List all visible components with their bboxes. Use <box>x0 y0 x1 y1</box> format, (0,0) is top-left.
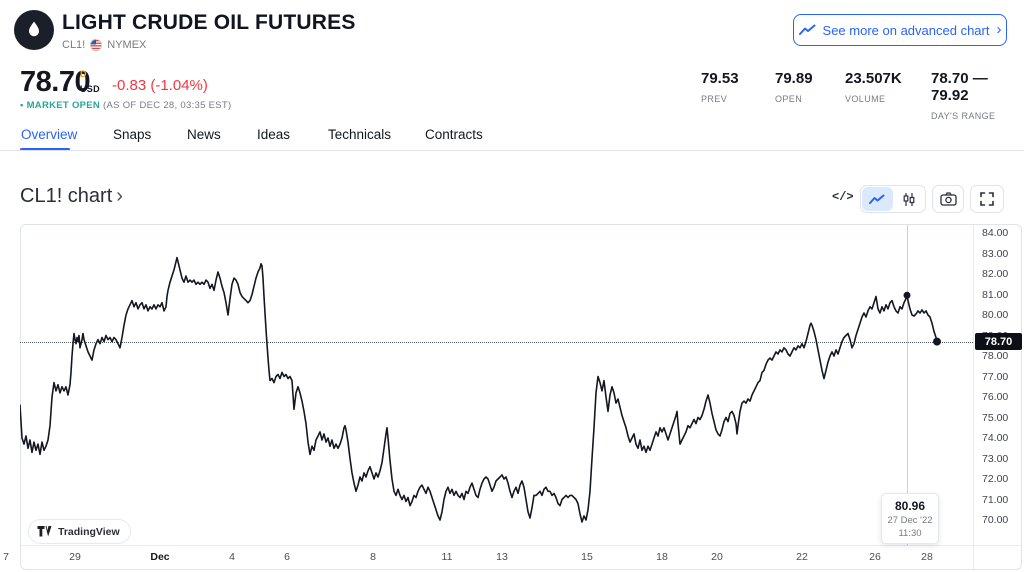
camera-icon <box>939 192 957 206</box>
time-axis-label: 4 <box>229 551 235 563</box>
price-axis-label: 77.00 <box>982 371 1009 383</box>
price-axis-label: 75.00 <box>982 412 1009 424</box>
tab-snaps[interactable]: Snaps <box>113 127 152 142</box>
stat-value: 79.53 <box>701 70 739 87</box>
chart-section-title: CL1! chart <box>20 185 113 207</box>
price-axis-label: 82.00 <box>982 268 1009 280</box>
stat-value: 78.70 — 79.92 <box>931 70 988 104</box>
us-flag-icon <box>90 39 103 51</box>
stat-volume: 23.507K VOLUME <box>845 70 902 104</box>
time-axis-label: 28 <box>921 551 933 563</box>
price-axis-label: 76.00 <box>982 391 1009 403</box>
time-axis-label: 20 <box>711 551 723 563</box>
time-axis-label: 26 <box>869 551 881 563</box>
line-chart-icon <box>798 24 816 35</box>
advanced-chart-label: See more on advanced chart <box>822 22 990 38</box>
oil-drop-logo <box>14 10 54 50</box>
oil-drop-icon <box>29 21 39 37</box>
snapshot-button[interactable] <box>932 185 964 213</box>
tab-overview[interactable]: Overview <box>21 127 78 142</box>
last-price: 78.70 <box>20 66 91 98</box>
price-axis-label: 80.00 <box>982 309 1009 321</box>
market-open-dot: • <box>20 100 24 111</box>
fullscreen-button[interactable] <box>970 185 1004 213</box>
time-axis-label: 6 <box>284 551 290 563</box>
fullscreen-icon <box>980 192 994 206</box>
stat-value: 79.89 <box>775 70 813 87</box>
tooltip-date: 27 Dec '22 <box>887 515 933 526</box>
price-axis-label: 72.00 <box>982 473 1009 485</box>
chevron-right-icon: › <box>116 185 123 207</box>
time-axis-label: 11 <box>441 551 453 563</box>
price-axis-label: 73.00 <box>982 453 1009 465</box>
time-axis-label: 13 <box>496 551 508 563</box>
stat-prev: 79.53 PREV <box>701 70 739 104</box>
line-chart-toggle[interactable] <box>862 187 893 211</box>
crosshair-tooltip: 80.96 27 Dec '22 11:30 <box>881 493 939 544</box>
tradingview-logo-icon <box>37 526 52 537</box>
symbol-code: CL1! <box>62 39 86 51</box>
line-chart-icon <box>869 194 885 204</box>
crosshair-line <box>907 225 908 545</box>
advanced-chart-button[interactable]: See more on advanced chart › <box>793 14 1007 46</box>
time-axis-label: 18 <box>656 551 668 563</box>
price-axis-label: 84.00 <box>982 227 1009 239</box>
price-axis-divider <box>973 225 974 569</box>
tooltip-price: 80.96 <box>894 499 926 513</box>
active-tab-underline <box>20 148 70 151</box>
tabs-divider <box>0 150 1024 151</box>
last-price-dot <box>933 337 941 346</box>
stat-open: 79.89 OPEN <box>775 70 813 104</box>
chart-section-link[interactable]: CL1! chart › <box>20 185 123 208</box>
time-axis-label: Dec <box>150 551 170 563</box>
price-change: -0.83 (-1.04%) <box>112 77 208 94</box>
time-axis-label: 8 <box>370 551 376 563</box>
market-asof-label: (AS OF DEC 28, 03:35 EST) <box>103 100 232 111</box>
resolution-badge: D <box>80 69 87 79</box>
stat-days-range: 78.70 — 79.92 DAY'S RANGE <box>931 70 1024 121</box>
time-axis-label: 29 <box>69 551 81 563</box>
price-axis-label: 83.00 <box>982 248 1009 260</box>
embed-code-icon[interactable]: </> <box>832 190 854 204</box>
price-line-series <box>20 256 938 523</box>
stat-label: VOLUME <box>845 94 886 104</box>
crosshair-marker-dot <box>903 291 911 299</box>
price-line-chart[interactable] <box>20 224 973 545</box>
price-axis-label: 74.00 <box>982 432 1009 444</box>
tooltip-time: 11:30 <box>898 528 922 539</box>
market-open-label: MARKET OPEN <box>26 100 101 111</box>
price-axis-label: 70.00 <box>982 514 1009 526</box>
time-axis-label: 15 <box>581 551 593 563</box>
time-axis-divider <box>21 545 1021 546</box>
chevron-right-icon: › <box>996 21 1002 38</box>
stat-label: DAY'S RANGE <box>931 111 996 121</box>
price-axis-label: 81.00 <box>982 289 1009 301</box>
tab-news[interactable]: News <box>187 127 221 142</box>
stat-label: PREV <box>701 94 728 104</box>
symbol-title: LIGHT CRUDE OIL FUTURES <box>62 11 356 34</box>
tab-contracts[interactable]: Contracts <box>425 127 483 142</box>
symbol-subtitle: CL1! NYMEX <box>62 39 146 51</box>
tab-ideas[interactable]: Ideas <box>257 127 291 142</box>
stat-value: 23.507K <box>845 70 902 87</box>
current-price-tag: 78.70 <box>975 333 1022 350</box>
price-axis-label: 78.00 <box>982 350 1009 362</box>
tradingview-watermark-label: TradingView <box>58 525 120 538</box>
time-axis-label: 22 <box>796 551 808 563</box>
candlestick-chart-toggle[interactable] <box>894 186 925 212</box>
exchange-name: NYMEX <box>107 39 147 51</box>
market-status-line: • MARKET OPEN (AS OF DEC 28, 03:35 EST) <box>20 100 231 111</box>
time-axis-label: 7 <box>3 551 9 563</box>
current-price-dotted-line <box>20 342 973 343</box>
tradingview-watermark[interactable]: TradingView <box>28 519 131 544</box>
chart-type-switcher <box>860 185 926 213</box>
tab-technicals[interactable]: Technicals <box>328 127 392 142</box>
currency-label: USD <box>80 84 100 94</box>
candlestick-icon <box>903 192 915 206</box>
price-axis-label: 71.00 <box>982 494 1009 506</box>
stat-label: OPEN <box>775 94 803 104</box>
